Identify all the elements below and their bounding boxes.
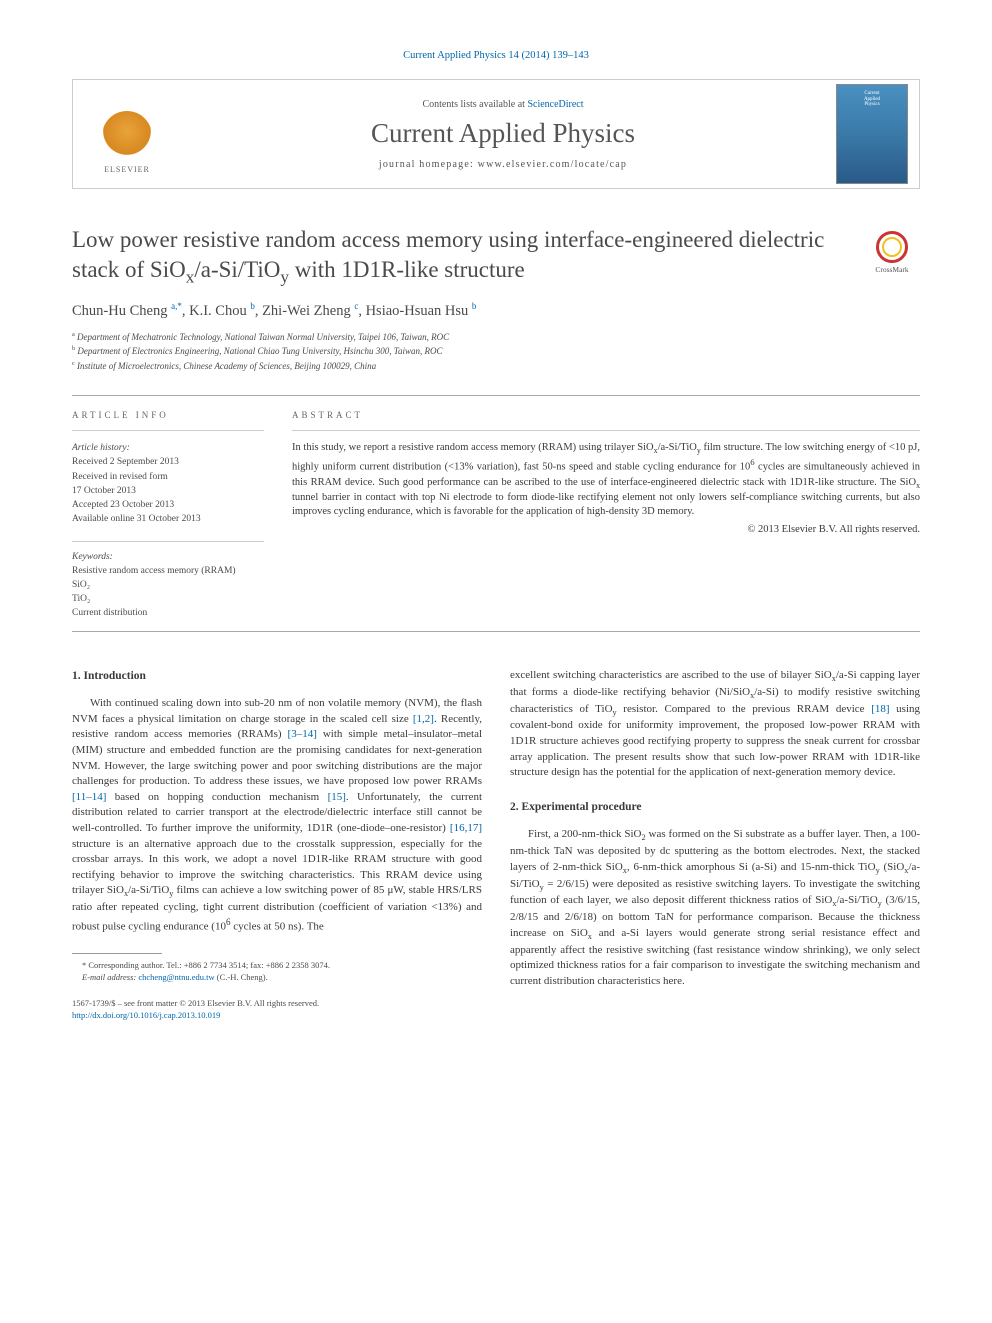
homepage-line: journal homepage: www.elsevier.com/locat… <box>379 159 627 170</box>
history-head: Article history: <box>72 441 264 455</box>
keywords-head: Keywords: <box>72 552 264 562</box>
affiliations: a Department of Mechatronic Technology, … <box>72 330 920 374</box>
affiliation-line: a Department of Mechatronic Technology, … <box>72 330 920 345</box>
email-line: E-mail address: chcheng@ntnu.edu.tw (C.-… <box>72 972 482 984</box>
header-center: Contents lists available at ScienceDirec… <box>181 80 825 188</box>
article-history: Article history: Received 2 September 20… <box>72 441 264 527</box>
contents-prefix: Contents lists available at <box>422 99 527 110</box>
crossmark-badge[interactable]: CrossMark <box>864 231 920 274</box>
abstract-copyright: © 2013 Elsevier B.V. All rights reserved… <box>292 524 920 535</box>
keyword: Current distribution <box>72 606 264 620</box>
crossmark-icon <box>876 231 908 263</box>
history-line: 17 October 2013 <box>72 484 264 498</box>
authors-line: Chun-Hu Cheng a,*, K.I. Chou b, Zhi-Wei … <box>72 301 920 320</box>
section-1-heading: 1. Introduction <box>72 668 482 684</box>
info-divider-1 <box>72 430 264 431</box>
journal-header: ELSEVIER Contents lists available at Sci… <box>72 79 920 189</box>
email-suffix: (C.-H. Cheng). <box>215 972 268 982</box>
corresponding-author: * Corresponding author. Tel.: +886 2 773… <box>72 960 482 972</box>
keyword: SiO₂ <box>72 578 264 592</box>
section-1-text: With continued scaling down into sub-20 … <box>72 696 482 935</box>
contents-line: Contents lists available at ScienceDirec… <box>422 99 583 110</box>
section-2-heading: 2. Experimental procedure <box>510 799 920 815</box>
keyword: Resistive random access memory (RRAM) <box>72 564 264 578</box>
email-label: E-mail address: <box>82 972 138 982</box>
keywords-list: Resistive random access memory (RRAM)SiO… <box>72 564 264 621</box>
doi-link[interactable]: http://dx.doi.org/10.1016/j.cap.2013.10.… <box>72 1010 220 1020</box>
history-line: Accepted 23 October 2013 <box>72 498 264 512</box>
footnote-divider <box>72 953 162 954</box>
email-link[interactable]: chcheng@ntnu.edu.tw <box>138 972 214 982</box>
abstract-label: ABSTRACT <box>292 410 920 420</box>
affiliation-line: b Department of Electronics Engineering,… <box>72 344 920 359</box>
publisher-logo-cell: ELSEVIER <box>73 80 181 188</box>
issn-line: 1567-1739/$ – see front matter © 2013 El… <box>72 998 482 1010</box>
journal-cover-thumb[interactable]: Current Applied Physics <box>836 84 908 184</box>
body-column-right: excellent switching characteristics are … <box>510 668 920 1022</box>
col2-continuation: excellent switching characteristics are … <box>510 668 920 781</box>
journal-name: Current Applied Physics <box>371 118 635 149</box>
homepage-url[interactable]: www.elsevier.com/locate/cap <box>478 159 627 170</box>
sciencedirect-link[interactable]: ScienceDirect <box>527 99 583 110</box>
elsevier-logo[interactable]: ELSEVIER <box>92 94 162 174</box>
keyword: TiO₂ <box>72 592 264 606</box>
section-2-text: First, a 200-nm-thick SiO2 was formed on… <box>510 827 920 990</box>
body-column-left: 1. Introduction With continued scaling d… <box>72 668 482 1022</box>
homepage-prefix: journal homepage: <box>379 159 478 170</box>
info-divider-2 <box>72 541 264 542</box>
cover-label-3: Physics <box>864 102 879 108</box>
article-info-label: ARTICLE INFO <box>72 410 264 420</box>
article-info-column: ARTICLE INFO Article history: Received 2… <box>72 410 264 621</box>
divider-top <box>72 395 920 396</box>
affiliation-line: c Institute of Microelectronics, Chinese… <box>72 359 920 374</box>
history-line: Available online 31 October 2013 <box>72 512 264 526</box>
abstract-text: In this study, we report a resistive ran… <box>292 441 920 520</box>
abstract-column: ABSTRACT In this study, we report a resi… <box>292 410 920 621</box>
paper-title: Low power resistive random access memory… <box>72 225 844 289</box>
divider-bottom <box>72 631 920 632</box>
elsevier-wordmark: ELSEVIER <box>104 165 150 174</box>
footnotes: * Corresponding author. Tel.: +886 2 773… <box>72 960 482 984</box>
history-line: Received 2 September 2013 <box>72 455 264 469</box>
top-citation: Current Applied Physics 14 (2014) 139–14… <box>72 50 920 61</box>
cover-cell: Current Applied Physics <box>825 80 919 188</box>
history-line: Received in revised form <box>72 470 264 484</box>
front-matter: 1567-1739/$ – see front matter © 2013 El… <box>72 998 482 1022</box>
crossmark-label: CrossMark <box>864 265 920 274</box>
abstract-divider <box>292 430 920 431</box>
elsevier-tree-icon <box>102 111 152 161</box>
